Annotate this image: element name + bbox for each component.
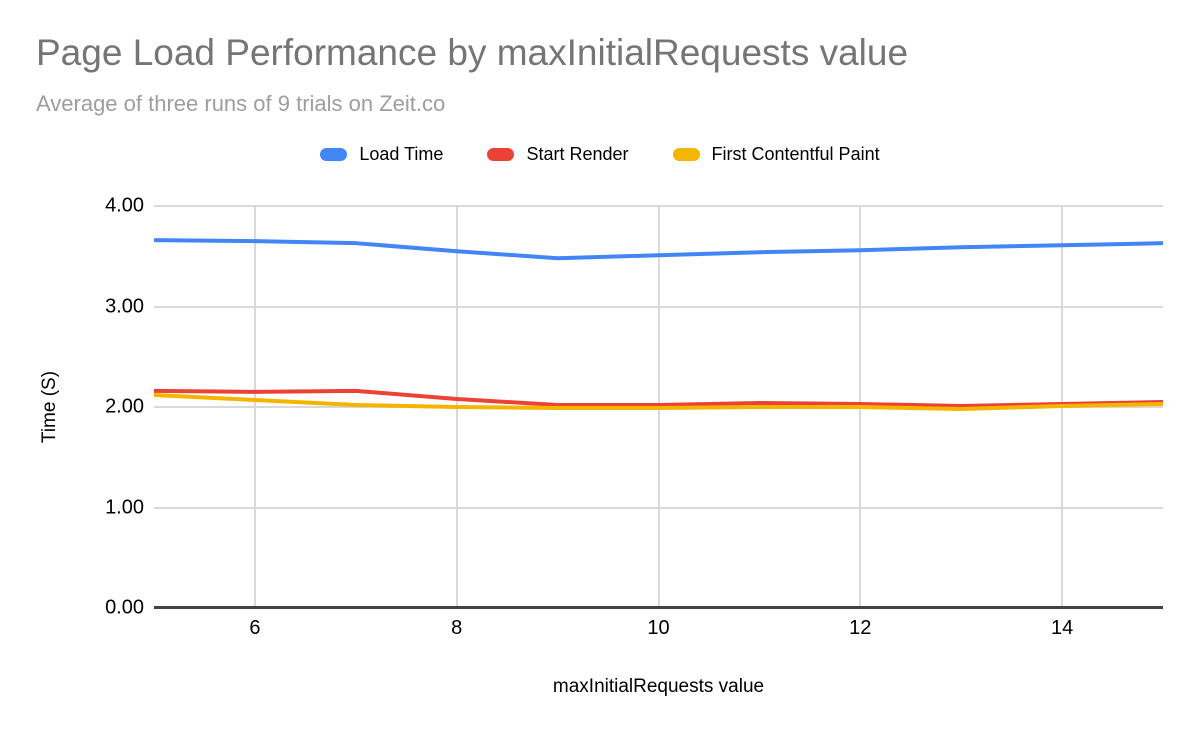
legend-item-start-render: Start Render bbox=[487, 144, 629, 165]
legend-swatch-icon bbox=[487, 148, 515, 161]
plot-area bbox=[154, 205, 1163, 609]
legend-swatch-icon bbox=[672, 148, 700, 161]
chart-title: Page Load Performance by maxInitialReque… bbox=[36, 32, 909, 73]
legend-swatch-icon bbox=[320, 148, 348, 161]
x-axis-title: maxInitialRequests value bbox=[552, 676, 765, 697]
x-tick-label: 8 bbox=[451, 617, 463, 639]
y-tick-label: 2.00 bbox=[105, 395, 144, 418]
series-line-first-contentful-paint bbox=[154, 392, 1163, 412]
line-series-canvas bbox=[154, 238, 1163, 412]
legend-label: Start Render bbox=[526, 144, 629, 164]
series-line-start-render bbox=[154, 388, 1163, 408]
legend-item-load-time: Load Time bbox=[320, 144, 443, 165]
y-tick-label: 3.00 bbox=[105, 295, 144, 317]
chart-legend: Load Time Start Render First Contentful Pa… bbox=[0, 144, 1200, 165]
legend-label: First Contentful Paint bbox=[711, 144, 880, 164]
y-axis-title: Time (S) bbox=[39, 370, 60, 444]
x-tick-label: 10 bbox=[647, 617, 670, 639]
x-tick-label: 14 bbox=[1050, 617, 1074, 639]
x-tick-label: 12 bbox=[849, 617, 872, 639]
x-axis-line bbox=[154, 606, 1163, 609]
x-axis-ticks: 6 8 10 12 14 bbox=[154, 617, 1163, 643]
y-axis-ticks: 0.00 1.00 2.00 3.00 4.00 bbox=[60, 195, 144, 619]
x-tick-label: 6 bbox=[249, 617, 261, 639]
series-line-load-time bbox=[154, 238, 1163, 261]
y-tick-label: 4.00 bbox=[105, 194, 144, 217]
legend-item-first-contentful-paint: First Contentful Paint bbox=[672, 144, 880, 165]
chart-subtitle: Average of three runs of 9 trials on Zei… bbox=[36, 91, 446, 116]
y-tick-label: 1.00 bbox=[105, 496, 144, 518]
legend-label: Load Time bbox=[359, 144, 444, 164]
vertical-gridline bbox=[253, 206, 256, 608]
y-tick-label: 0.00 bbox=[105, 596, 144, 619]
